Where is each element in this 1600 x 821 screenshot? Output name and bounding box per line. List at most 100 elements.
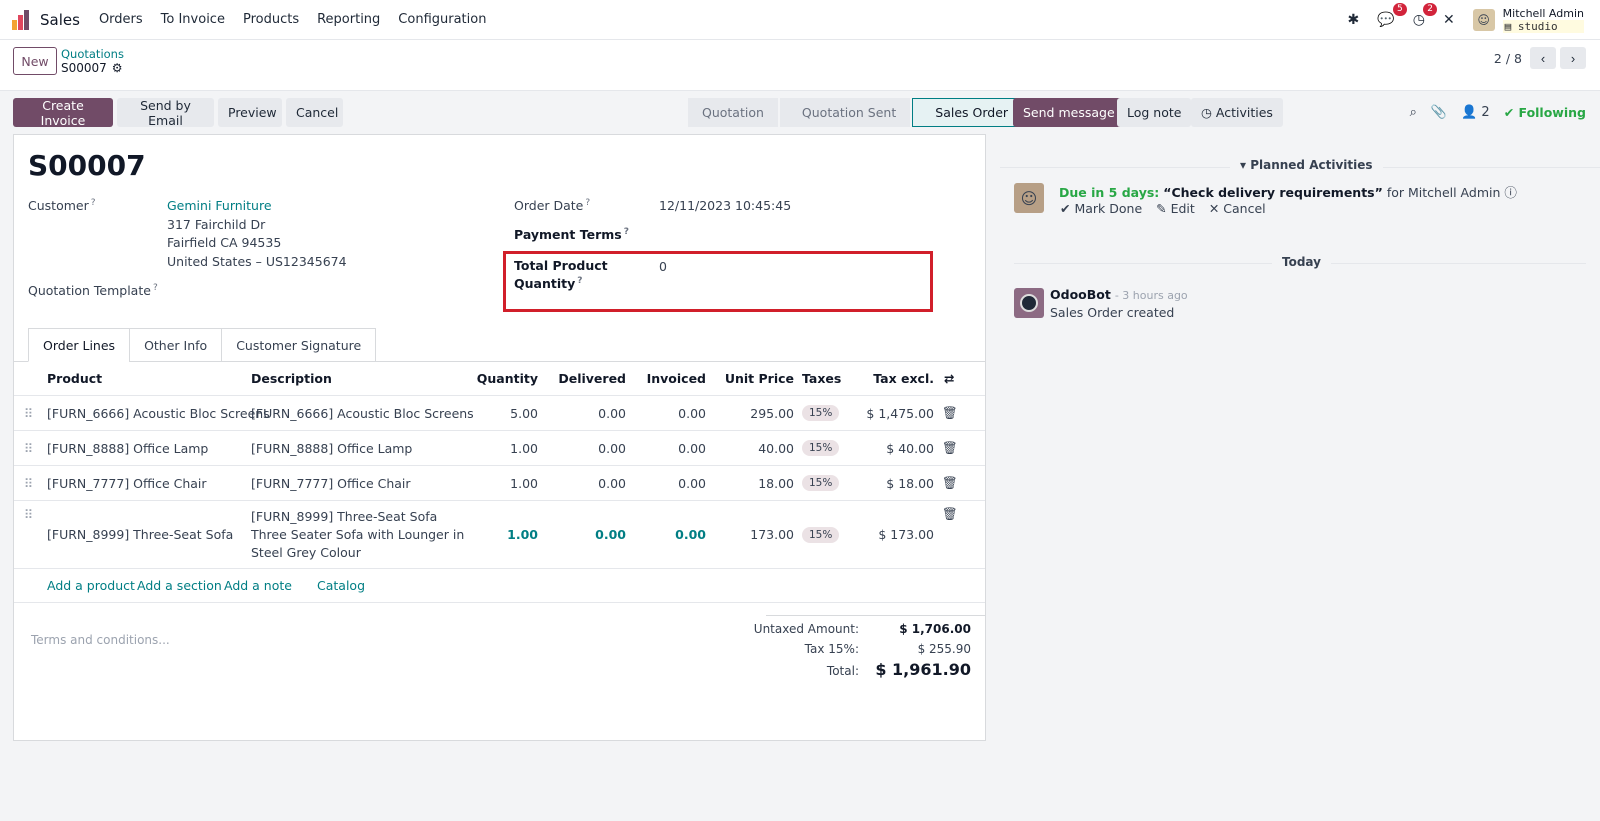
info-icon[interactable]: ⓘ	[1504, 185, 1517, 200]
menu-configuration[interactable]: Configuration	[398, 12, 487, 27]
payment-terms-field[interactable]	[659, 223, 919, 245]
row-description[interactable]: [FURN_6666] Acoustic Bloc Screens	[251, 405, 474, 421]
following-button[interactable]: ✔ Following	[1503, 105, 1586, 120]
menu-reporting[interactable]: Reporting	[317, 12, 381, 27]
log-note-button[interactable]: Log note	[1117, 98, 1192, 127]
tools-icon[interactable]: ✕	[1442, 12, 1455, 28]
col-delivered[interactable]: Delivered	[558, 371, 626, 386]
breadcrumb-quotations[interactable]: Quotations	[61, 47, 124, 61]
odoobot-avatar[interactable]	[1014, 288, 1044, 318]
row-product[interactable]: [FURN_8999] Three-Seat Sofa	[47, 527, 234, 542]
delete-trash-icon[interactable]: 🗑	[942, 506, 958, 521]
total-product-quantity-value[interactable]: 0	[659, 259, 667, 274]
table-row[interactable]: ⠿ [FURN_8888] Office Lamp [FURN_8888] Of…	[14, 431, 985, 466]
menu-to-invoice[interactable]: To Invoice	[160, 12, 225, 27]
planned-activities-toggle[interactable]: ▾ Planned Activities	[1230, 158, 1383, 172]
debug-bug-icon[interactable]: ✱	[1347, 12, 1360, 28]
tab-customer-signature[interactable]: Customer Signature	[221, 328, 377, 362]
row-delivered[interactable]: 0.00	[598, 405, 626, 421]
drag-handle-icon[interactable]: ⠿	[24, 475, 34, 491]
column-settings-icon[interactable]: ⇄	[944, 371, 955, 386]
sales-app-icon[interactable]	[12, 9, 32, 30]
table-row[interactable]: ⠿ [FURN_6666] Acoustic Bloc Screens [FUR…	[14, 396, 985, 431]
user-avatar[interactable]: ☺	[1472, 9, 1495, 31]
add-section-link[interactable]: Add a section	[137, 578, 222, 593]
row-description[interactable]: [FURN_8888] Office Lamp	[251, 440, 413, 456]
row-delivered[interactable]: 0.00	[598, 440, 626, 456]
drag-handle-icon[interactable]: ⠿	[24, 506, 34, 522]
followers-button[interactable]: 👤 2	[1461, 105, 1490, 120]
terms-and-conditions-field[interactable]: Terms and conditions...	[31, 633, 170, 647]
new-button[interactable]: New	[13, 47, 57, 75]
row-product[interactable]: [FURN_8888] Office Lamp	[47, 440, 209, 456]
col-taxes[interactable]: Taxes	[802, 371, 842, 386]
message-author[interactable]: OdooBot	[1050, 287, 1111, 302]
paperclip-icon[interactable]: 📎	[1430, 105, 1448, 120]
row-product[interactable]: [FURN_6666] Acoustic Bloc Screens	[47, 405, 270, 421]
col-invoiced[interactable]: Invoiced	[646, 371, 706, 386]
col-unit-price[interactable]: Unit Price	[724, 371, 794, 386]
delete-trash-icon[interactable]: 🗑	[942, 405, 958, 420]
row-quantity[interactable]: 1.00	[507, 527, 538, 542]
row-unit-price[interactable]: 40.00	[758, 440, 794, 456]
row-description[interactable]: [FURN_7777] Office Chair	[251, 475, 411, 491]
tab-order-lines[interactable]: Order Lines	[28, 328, 131, 362]
row-tax[interactable]: 15%	[802, 501, 840, 568]
preview-button[interactable]: Preview	[218, 98, 282, 127]
gear-icon[interactable]: ⚙	[111, 61, 123, 75]
row-description[interactable]: [FURN_8999] Three-Seat Sofa Three Seater…	[251, 508, 465, 560]
cancel-order-button[interactable]: Cancel	[286, 98, 343, 127]
pager-next-button[interactable]: ›	[1560, 47, 1586, 69]
pager-previous-button[interactable]: ‹	[1530, 47, 1556, 69]
drag-handle-icon[interactable]: ⠿	[24, 405, 34, 421]
stage-quotation[interactable]: Quotation	[688, 98, 778, 127]
stage-quotation-sent[interactable]: Quotation Sent	[779, 98, 911, 127]
row-tax[interactable]: 15%	[802, 466, 840, 500]
row-tax[interactable]: 15%	[802, 396, 840, 430]
row-product[interactable]: [FURN_7777] Office Chair	[47, 475, 207, 491]
menu-products[interactable]: Products	[242, 12, 300, 27]
table-row[interactable]: ⠿ [FURN_8999] Three-Seat Sofa [FURN_8999…	[14, 501, 985, 569]
delete-trash-icon[interactable]: 🗑	[942, 475, 958, 490]
menu-orders[interactable]: Orders	[98, 12, 143, 27]
activities-button[interactable]: ◷ Activities	[1191, 98, 1283, 127]
col-quantity[interactable]: Quantity	[476, 371, 538, 386]
order-date-field[interactable]: 12/11/2023 10:45:45	[659, 198, 792, 213]
col-description[interactable]: Description	[251, 371, 332, 386]
activities-clock-icon[interactable]: ◷ 2	[1413, 3, 1437, 28]
edit-activity-button[interactable]: ✎ Edit	[1156, 201, 1195, 216]
row-unit-price[interactable]: 18.00	[758, 475, 794, 491]
table-row[interactable]: ⠿ [FURN_7777] Office Chair [FURN_7777] O…	[14, 466, 985, 501]
col-tax-excl[interactable]: Tax excl.	[873, 371, 934, 386]
row-quantity[interactable]: 1.00	[510, 475, 538, 491]
row-unit-price[interactable]: 173.00	[750, 527, 794, 542]
row-quantity[interactable]: 5.00	[510, 405, 538, 421]
row-quantity[interactable]: 1.00	[510, 440, 538, 456]
row-delivered[interactable]: 0.00	[595, 527, 626, 542]
drag-handle-icon[interactable]: ⠿	[24, 440, 34, 456]
pager-value[interactable]: 2 / 8	[1493, 50, 1522, 66]
search-icon[interactable]: ⌕	[1409, 105, 1417, 120]
row-delivered[interactable]: 0.00	[598, 475, 626, 491]
row-unit-price[interactable]: 295.00	[750, 405, 794, 421]
create-invoice-button[interactable]: Create Invoice	[13, 98, 113, 128]
user-menu[interactable]: Mitchell Admin ▤ studio	[1502, 7, 1584, 33]
catalog-link[interactable]: Catalog	[317, 578, 366, 593]
mark-done-button[interactable]: ✔ Mark Done	[1060, 201, 1143, 216]
stage-sales-order[interactable]: Sales Order	[912, 98, 1024, 127]
app-name[interactable]: Sales	[40, 10, 80, 29]
delete-trash-icon[interactable]: 🗑	[942, 440, 958, 455]
messages-icon[interactable]: 💬 5	[1377, 3, 1407, 28]
cancel-activity-button[interactable]: ✕ Cancel	[1208, 201, 1266, 216]
col-product[interactable]: Product	[47, 371, 103, 386]
row-tax[interactable]: 15%	[802, 431, 840, 465]
add-product-link[interactable]: Add a product	[47, 578, 135, 593]
send-by-email-button[interactable]: Send by Email	[117, 98, 214, 128]
quotation-template-field[interactable]	[167, 279, 467, 301]
tabs-divider	[14, 361, 985, 362]
add-note-link[interactable]: Add a note	[224, 578, 292, 593]
activity-user-avatar[interactable]: ☺	[1014, 183, 1044, 213]
tab-other-info[interactable]: Other Info	[129, 328, 223, 362]
customer-name-link[interactable]: Gemini Furniture	[167, 198, 272, 213]
send-message-button[interactable]: Send message	[1013, 98, 1125, 127]
